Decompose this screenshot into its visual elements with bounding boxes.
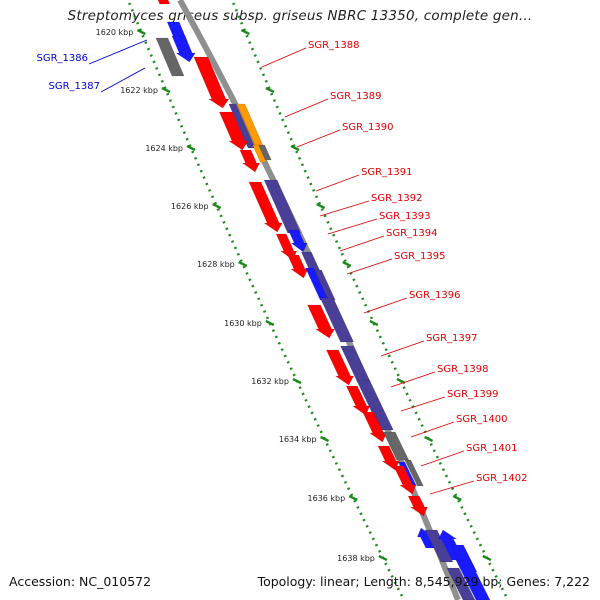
ruler-tick-mark — [136, 28, 146, 36]
ruler-tick-label: 1636 kbp — [308, 494, 346, 503]
gene-leader-line — [315, 174, 360, 192]
ruler-tick-mark — [378, 554, 388, 562]
gene-feature[interactable] — [404, 459, 424, 487]
gene-leader-line — [429, 480, 475, 495]
gene-feature[interactable] — [193, 56, 230, 109]
gene-feature[interactable] — [287, 254, 309, 279]
gene-feature[interactable] — [157, 0, 171, 5]
gene-label[interactable]: SGR_1402 — [476, 473, 528, 484]
left-guide-line — [126, 0, 406, 600]
gene-leader-line — [363, 297, 408, 314]
ruler-tick-mark — [265, 319, 275, 327]
gene-leader-line — [296, 129, 341, 148]
gene-feature[interactable] — [424, 529, 454, 563]
ruler-tick-label: 1630 kbp — [224, 319, 262, 328]
gene-feature[interactable] — [287, 229, 308, 253]
gene-leader-line — [390, 371, 436, 388]
gene-leader-line — [346, 258, 393, 275]
gene-feature[interactable] — [377, 445, 400, 471]
gene-leader-line — [327, 218, 378, 235]
ruler-tick-label: 1634 kbp — [279, 435, 317, 444]
ruler-tick-mark — [238, 260, 248, 268]
guide-tick-mark — [482, 554, 492, 562]
gene-label[interactable]: SGR_1399 — [447, 389, 499, 400]
ruler-tick-mark — [186, 144, 196, 152]
gene-feature[interactable] — [307, 304, 336, 339]
gene-label[interactable]: SGR_1396 — [409, 290, 461, 301]
gene-leader-line — [261, 47, 307, 68]
gene-feature[interactable] — [345, 385, 371, 416]
gene-leader-line — [284, 98, 329, 118]
ruler-tick-label: 1622 kbp — [120, 86, 158, 95]
ruler-tick-mark — [348, 494, 358, 502]
guide-tick-mark — [452, 494, 462, 502]
ruler-tick-label: 1620 kbp — [96, 28, 134, 37]
guide-tick-mark — [369, 319, 379, 327]
gene-label[interactable]: SGR_1393 — [379, 211, 431, 222]
gene-feature[interactable] — [252, 144, 267, 163]
gene-leader-line — [319, 200, 370, 217]
gene-leader-line — [88, 39, 148, 65]
gene-leader-line — [100, 67, 146, 93]
gene-labels: SGR_1388 SGR_1389 SGR_1390 SGR_1391 SGR_1392… — [37, 39, 528, 495]
ruler-tick-label: 1628 kbp — [197, 260, 235, 269]
gene-feature[interactable] — [218, 111, 249, 151]
right-guide-line — [230, 0, 510, 600]
gene-feature[interactable] — [239, 149, 261, 173]
gene-feature[interactable] — [314, 269, 336, 301]
ruler-tick-label: 1632 kbp — [251, 377, 289, 386]
gene-feature[interactable] — [325, 349, 355, 386]
gene-label[interactable]: SGR_1394 — [386, 228, 438, 239]
gene-label[interactable]: SGR_1400 — [456, 414, 508, 425]
gene-label[interactable]: SGR_1398 — [437, 364, 489, 375]
gene-feature[interactable] — [362, 411, 388, 443]
ruler-tick-label: 1624 kbp — [145, 144, 183, 153]
gene-label[interactable]: SGR_1386 — [37, 53, 89, 64]
gene-label[interactable]: SGR_1391 — [361, 167, 413, 178]
gene-label[interactable]: SGR_1395 — [394, 251, 446, 262]
gene-label[interactable]: SGR_1390 — [342, 122, 394, 133]
gene-label[interactable]: SGR_1392 — [371, 193, 423, 204]
gene-feature[interactable] — [248, 181, 283, 233]
ruler-tick-label: 1626 kbp — [171, 202, 209, 211]
ruler-tick-mark — [320, 435, 330, 443]
gene-leader-line — [339, 235, 385, 252]
guide-tick-mark — [424, 435, 434, 443]
gene-feature[interactable] — [446, 567, 476, 600]
gene-feature[interactable] — [258, 144, 272, 161]
ruler-tick-mark — [292, 377, 302, 385]
ruler-tick-mark — [161, 86, 171, 94]
gene-feature[interactable] — [407, 495, 429, 517]
gene-label[interactable]: SGR_1389 — [330, 91, 382, 102]
ruler-tick-mark — [212, 202, 222, 210]
gene-leader-line — [400, 396, 446, 412]
ruler-ticks: 1620 kbp 1622 kbp 1624 kbp 1626 kbp 1628 kbp… — [96, 28, 492, 563]
gene-feature[interactable] — [455, 559, 491, 600]
guide-tick-mark — [240, 28, 250, 36]
gene-feature[interactable] — [171, 35, 196, 63]
guide-tick-mark — [316, 202, 326, 210]
gene-label[interactable]: SGR_1388 — [308, 40, 360, 51]
gene-leader-line — [410, 421, 455, 438]
guide-tick-mark — [265, 86, 275, 94]
gene-features — [155, 0, 491, 600]
gene-feature[interactable] — [155, 37, 185, 77]
gene-feature[interactable] — [319, 297, 355, 343]
gene-feature[interactable] — [263, 179, 302, 234]
topology-text: Topology: linear; Length: 8,545,929 bp; … — [257, 574, 590, 589]
gene-label[interactable]: SGR_1397 — [426, 333, 478, 344]
gene-leader-line — [420, 450, 465, 467]
gene-feature[interactable] — [393, 465, 417, 495]
guide-tick-mark — [290, 144, 300, 152]
gene-leader-line — [380, 340, 425, 357]
guide-tick-mark — [342, 260, 352, 268]
ruler-tick-label: 1638 kbp — [337, 554, 375, 563]
accession-text: Accession: NC_010572 — [9, 574, 152, 589]
guide-lines — [126, 0, 510, 600]
gene-label[interactable]: SGR_1387 — [49, 81, 101, 92]
gene-label[interactable]: SGR_1401 — [466, 443, 518, 454]
